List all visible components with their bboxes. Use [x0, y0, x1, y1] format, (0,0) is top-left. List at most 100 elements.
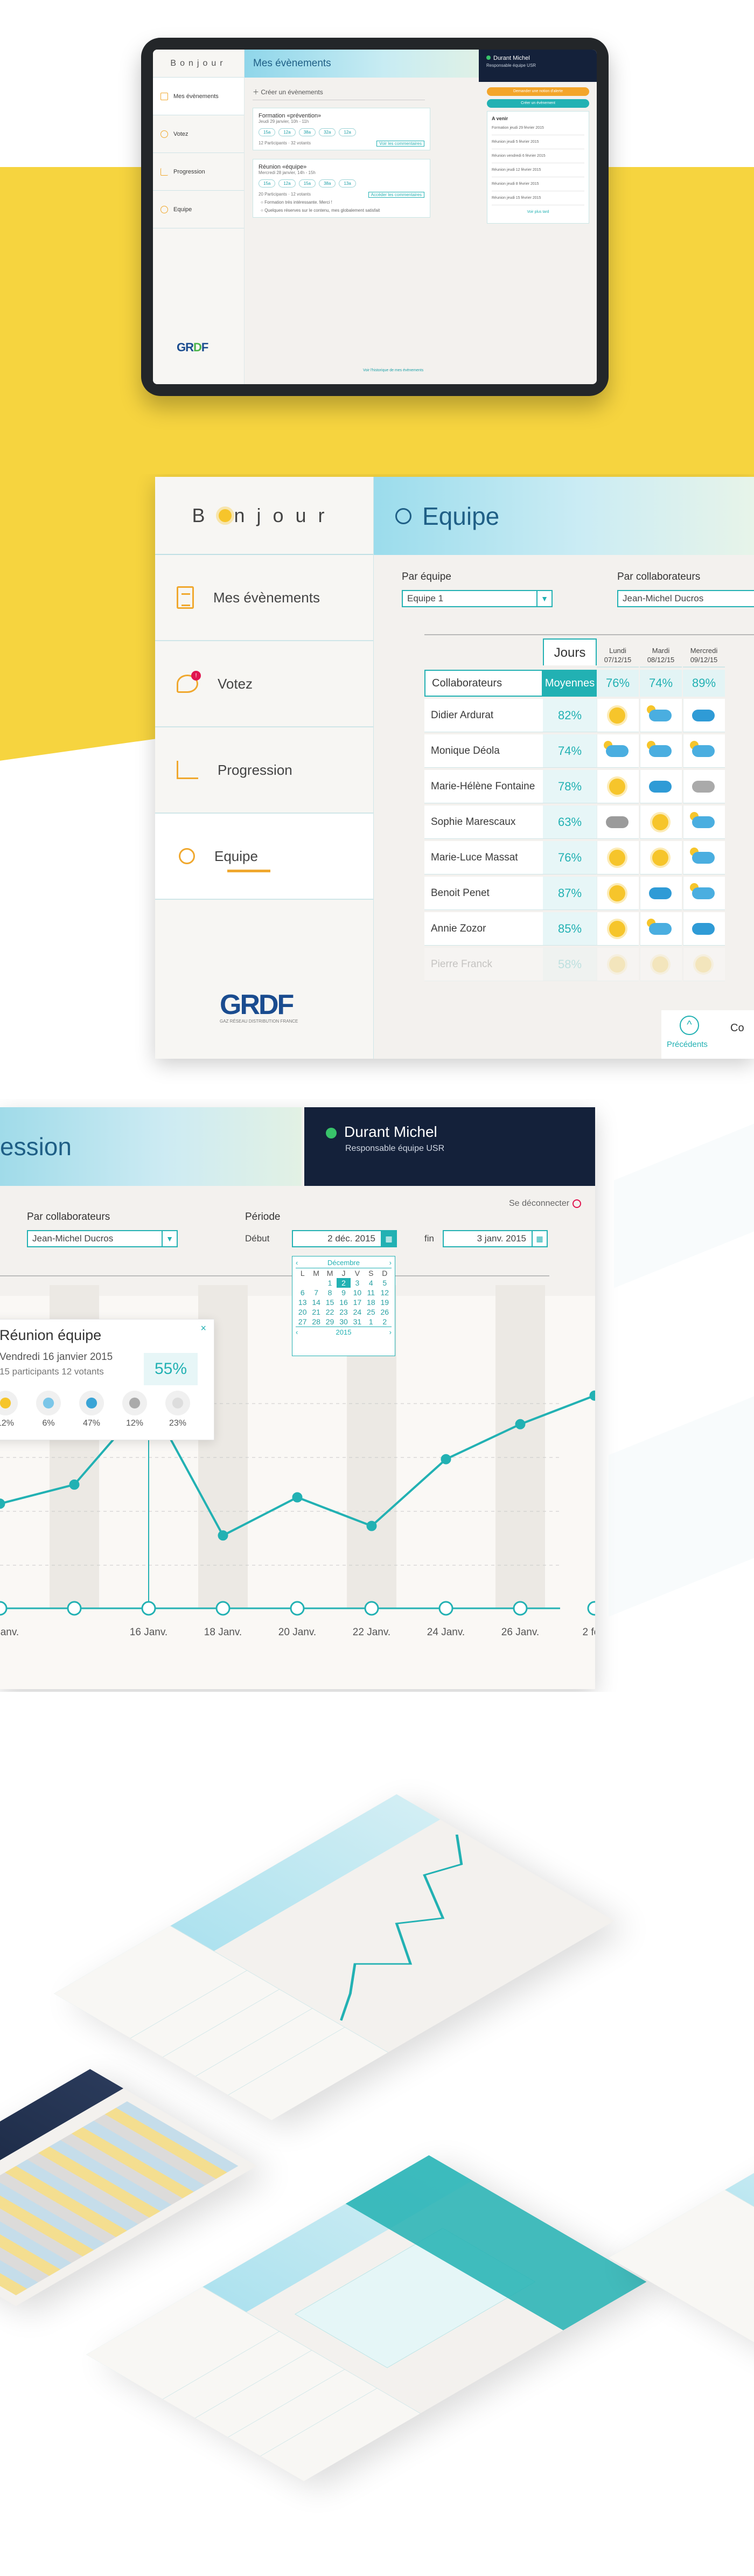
user-box[interactable]: Durant Michel Responsable équipe USR: [304, 1107, 595, 1186]
calendar-day[interactable]: 7: [314, 1288, 319, 1297]
calendar-day[interactable]: 19: [380, 1298, 389, 1307]
data-point[interactable]: [218, 1530, 228, 1541]
weather-vote[interactable]: 38a: [298, 128, 316, 136]
x-axis-dot[interactable]: [67, 1601, 82, 1616]
sidebar-item-team[interactable]: Equipe: [155, 814, 373, 900]
weather-vote[interactable]: 13a: [339, 179, 356, 188]
weather-vote[interactable]: 15a: [259, 179, 276, 188]
calendar-day[interactable]: 27: [298, 1317, 307, 1326]
collab-select[interactable]: Jean-Michel Ducros ▼: [27, 1230, 178, 1247]
tablet-user[interactable]: Durant Michel Responsable équipe USR: [479, 50, 597, 82]
calendar-day[interactable]: 31: [353, 1317, 362, 1326]
calendar-day[interactable]: 2: [337, 1278, 351, 1288]
weather-vote[interactable]: 32a: [319, 128, 336, 136]
chevron-left-icon[interactable]: ‹: [296, 1328, 298, 1336]
calendar-day[interactable]: 6: [300, 1288, 305, 1297]
upcoming-item[interactable]: Réunion vendredi 6 février 2015: [492, 149, 584, 163]
comment-option[interactable]: ○ Formation très intéressante. Merci !: [261, 200, 332, 205]
upcoming-item[interactable]: Réunion jeudi 5 février 2015: [492, 135, 584, 149]
tablet-nav-vote[interactable]: Votez: [153, 115, 244, 153]
data-point[interactable]: [515, 1419, 526, 1429]
calendar-day[interactable]: 28: [312, 1317, 320, 1326]
calendar-day[interactable]: 14: [312, 1298, 320, 1307]
calendar-day[interactable]: 1: [368, 1317, 373, 1326]
calendar-day[interactable]: 2: [382, 1317, 387, 1326]
upcoming-item[interactable]: Réunion jeudi 15 février 2015: [492, 191, 584, 205]
upcoming-more-link[interactable]: Voir plus tard: [527, 210, 549, 214]
calendar-day[interactable]: 23: [339, 1308, 348, 1316]
x-axis-dot[interactable]: [513, 1601, 528, 1616]
create-event-link[interactable]: ＋ Créer un évènements: [253, 87, 425, 100]
x-axis-dot[interactable]: [364, 1601, 379, 1616]
calendar-day[interactable]: 12: [380, 1288, 389, 1297]
chevron-right-icon[interactable]: ›: [389, 1259, 392, 1267]
logout-link[interactable]: Se déconnecter: [509, 1199, 582, 1209]
data-point[interactable]: [69, 1479, 80, 1490]
weather-vote[interactable]: 38a: [319, 179, 336, 188]
x-axis-dot[interactable]: [290, 1601, 305, 1616]
data-point[interactable]: [0, 1498, 5, 1509]
calendar-day[interactable]: 10: [353, 1288, 362, 1297]
team-select[interactable]: Equipe 1 ▼: [402, 590, 553, 607]
x-axis-dot[interactable]: [587, 1601, 595, 1616]
event-card[interactable]: Réunion «équipe» Mercredi 28 janvier, 14…: [253, 159, 430, 218]
calendar-day[interactable]: 25: [367, 1308, 375, 1316]
event-card[interactable]: Formation «prévention» Jeudi 29 janvier,…: [253, 108, 430, 150]
calendar-day[interactable]: 18: [367, 1298, 375, 1307]
x-axis-dot[interactable]: [438, 1601, 453, 1616]
calendar-day[interactable]: 5: [382, 1279, 387, 1287]
calendar-day[interactable]: 17: [353, 1298, 362, 1307]
weather-vote[interactable]: 12a: [339, 128, 356, 136]
x-axis-dot[interactable]: [0, 1601, 8, 1616]
calendar-day[interactable]: 8: [327, 1288, 332, 1297]
history-link[interactable]: Voir l'historique de mes évènements: [363, 369, 424, 372]
next-button[interactable]: Co: [730, 1022, 744, 1034]
calendar-day[interactable]: 22: [325, 1308, 334, 1316]
chevron-up-icon[interactable]: ^: [680, 1016, 699, 1035]
calendar-day[interactable]: 15: [325, 1298, 334, 1307]
comment-option[interactable]: ○ Quelques réserves sur le contenu, mes …: [261, 208, 380, 213]
chevron-right-icon[interactable]: ›: [389, 1328, 392, 1336]
calendar-day[interactable]: 16: [339, 1298, 348, 1307]
sidebar-item-vote[interactable]: ! Votez: [155, 641, 373, 727]
x-axis-dot[interactable]: [141, 1601, 156, 1616]
sidebar-item-events[interactable]: Mes évènements: [155, 555, 373, 641]
weather-vote[interactable]: 12a: [278, 128, 296, 136]
comments-button[interactable]: Voir les commentaires: [376, 141, 424, 147]
calendar-day[interactable]: 24: [353, 1308, 362, 1316]
collab-select[interactable]: Jean-Michel Ducros: [617, 590, 754, 607]
end-date-input[interactable]: 3 janv. 2015 ▦: [443, 1230, 548, 1247]
chevron-left-icon[interactable]: ‹: [296, 1259, 298, 1267]
upcoming-item[interactable]: Formation jeudi 29 février 2015: [492, 121, 584, 135]
upcoming-item[interactable]: Réunion jeudi 8 février 2015: [492, 177, 584, 191]
create-event-button[interactable]: Créer un évènement: [487, 99, 589, 108]
close-icon[interactable]: ×: [200, 1323, 206, 1334]
tablet-nav-progress[interactable]: Progression: [153, 153, 244, 191]
data-point[interactable]: [589, 1390, 595, 1401]
data-point[interactable]: [366, 1520, 377, 1531]
calendar-day[interactable]: 1: [327, 1279, 332, 1287]
prev-button[interactable]: Précédents: [667, 1040, 708, 1049]
calendar-day[interactable]: 21: [312, 1308, 320, 1316]
tablet-nav-events[interactable]: Mes évènements: [153, 78, 244, 115]
calendar-day[interactable]: 13: [298, 1298, 307, 1307]
calendar-day[interactable]: 4: [368, 1279, 373, 1287]
upcoming-item[interactable]: Réunion jeudi 12 février 2015: [492, 163, 584, 177]
calendar-day[interactable]: 29: [325, 1317, 334, 1326]
calendar-day[interactable]: 3: [355, 1279, 360, 1287]
data-point[interactable]: [292, 1492, 303, 1503]
calendar-day[interactable]: 11: [367, 1288, 375, 1297]
calendar-day[interactable]: 9: [341, 1288, 346, 1297]
calendar-icon[interactable]: ▦: [381, 1231, 396, 1246]
weather-vote[interactable]: 12a: [278, 179, 296, 188]
alert-request-button[interactable]: Demander une notion d'alerte: [487, 87, 589, 96]
calendar-day[interactable]: 30: [339, 1317, 348, 1326]
calendar-day[interactable]: 26: [380, 1308, 389, 1316]
calendar-day[interactable]: 20: [298, 1308, 307, 1316]
start-date-input[interactable]: 2 déc. 2015 ▦: [292, 1230, 397, 1247]
x-axis-dot[interactable]: [215, 1601, 231, 1616]
comments-button[interactable]: Accéder les commentaires: [368, 192, 424, 198]
tablet-nav-team[interactable]: Equipe: [153, 191, 244, 228]
weather-vote[interactable]: 15a: [298, 179, 316, 188]
calendar-icon[interactable]: ▦: [532, 1231, 547, 1246]
